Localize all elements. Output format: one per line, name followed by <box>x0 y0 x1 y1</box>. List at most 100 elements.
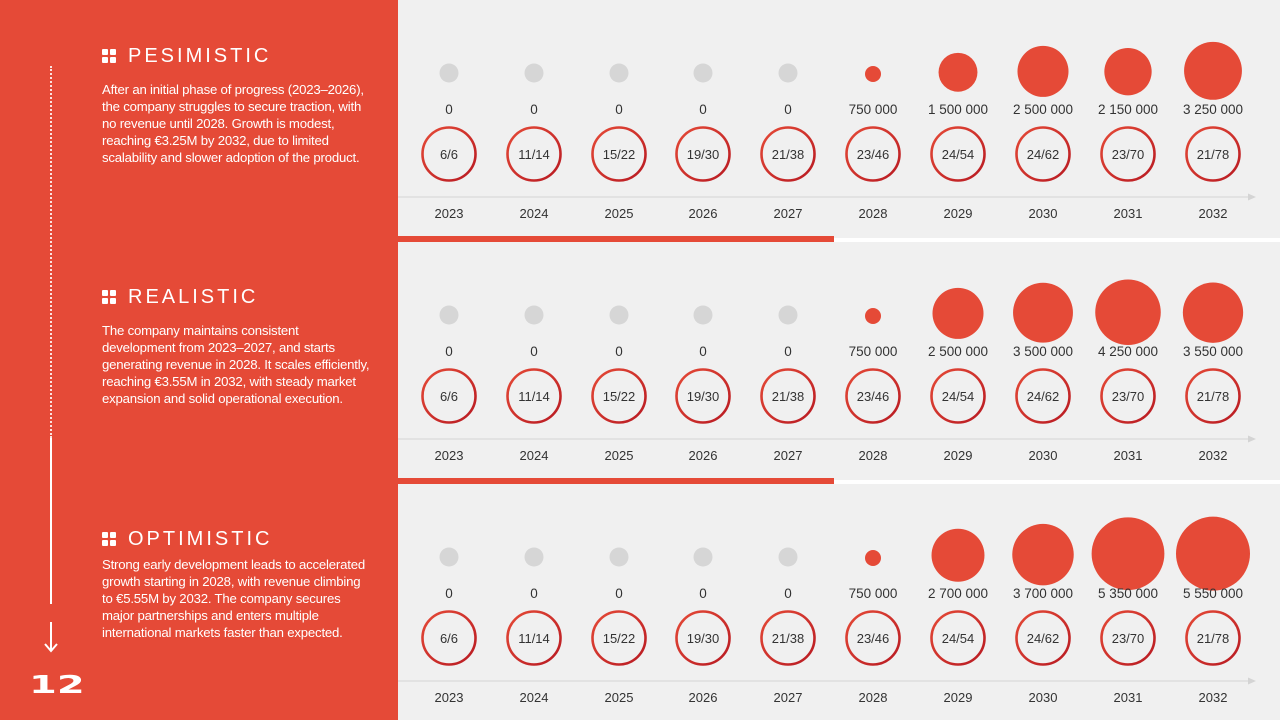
empty-revenue-dot <box>439 305 459 325</box>
ratio-label: 15/22 <box>603 389 636 404</box>
ratio-label: 23/70 <box>1112 147 1145 162</box>
ratio-label: 15/22 <box>603 631 636 646</box>
timeline-solid-line <box>50 438 52 604</box>
grid-icon <box>102 532 116 546</box>
year-tick-label: 2023 <box>435 690 464 705</box>
revenue-value-label: 0 <box>445 102 453 117</box>
ratio-label: 6/6 <box>440 389 458 404</box>
ratio-ring <box>675 368 731 424</box>
revenue-value-label: 0 <box>784 344 792 359</box>
year-tick-label: 2024 <box>520 690 549 705</box>
ratio-label: 21/38 <box>772 631 805 646</box>
revenue-value-label: 0 <box>530 102 538 117</box>
ratio-ring <box>675 610 731 666</box>
ratio-ring <box>930 610 986 666</box>
ratio-label: 6/6 <box>440 147 458 162</box>
revenue-value-label: 5 350 000 <box>1098 586 1158 601</box>
empty-revenue-dot <box>524 63 544 83</box>
grid-icon <box>102 49 116 63</box>
ratio-label: 15/22 <box>603 147 636 162</box>
year-tick-label: 2032 <box>1199 206 1228 221</box>
year-tick-label: 2031 <box>1114 448 1143 463</box>
year-tick-label: 2029 <box>944 448 973 463</box>
grid-icon <box>102 290 116 304</box>
revenue-value-label: 4 250 000 <box>1098 344 1158 359</box>
ratio-ring <box>1100 126 1156 182</box>
scenario-heading-realistic: REALISTIC <box>102 287 258 307</box>
revenue-bubble <box>1012 523 1074 586</box>
ratio-ring <box>591 610 647 666</box>
empty-revenue-dot <box>693 63 713 83</box>
empty-revenue-dot <box>778 63 798 83</box>
year-tick-label: 2030 <box>1029 448 1058 463</box>
year-tick-label: 2026 <box>689 690 718 705</box>
empty-revenue-dot <box>524 305 544 325</box>
revenue-value-label: 750 000 <box>849 344 898 359</box>
revenue-value-label: 0 <box>615 102 623 117</box>
ratio-label: 24/54 <box>942 631 975 646</box>
ratio-label: 23/46 <box>857 389 890 404</box>
ratio-label: 23/46 <box>857 147 890 162</box>
revenue-value-label: 0 <box>615 344 623 359</box>
ratio-ring <box>845 126 901 182</box>
ratio-ring <box>1185 126 1241 182</box>
ratio-ring <box>506 368 562 424</box>
year-tick-label: 2028 <box>859 448 888 463</box>
year-tick-label: 2028 <box>859 690 888 705</box>
ratio-label: 24/62 <box>1027 631 1060 646</box>
revenue-value-label: 2 700 000 <box>928 586 988 601</box>
revenue-value-label: 5 550 000 <box>1183 586 1243 601</box>
revenue-value-label: 3 550 000 <box>1183 344 1243 359</box>
ratio-ring <box>421 610 477 666</box>
revenue-value-label: 0 <box>445 344 453 359</box>
year-tick-label: 2032 <box>1199 448 1228 463</box>
revenue-value-label: 2 500 000 <box>1013 102 1073 117</box>
ratio-label: 23/46 <box>857 631 890 646</box>
ratio-ring <box>1015 610 1071 666</box>
ratio-label: 19/30 <box>687 389 720 404</box>
scenario-sidebar: 12 PESIMISTIC After an initial phase of … <box>0 0 398 720</box>
axis-arrow-icon <box>1248 435 1256 443</box>
year-tick-label: 2027 <box>774 206 803 221</box>
empty-revenue-dot <box>439 547 459 567</box>
empty-revenue-dot <box>609 305 629 325</box>
chart-panel-optimistic: 0 6/6 2023 0 11/14 2024 0 15/22 2025 0 19/30 2026 0 2… <box>398 484 1280 720</box>
ratio-label: 19/30 <box>687 631 720 646</box>
revenue-value-label: 1 500 000 <box>928 102 988 117</box>
ratio-ring <box>845 610 901 666</box>
progress-separator <box>398 478 834 484</box>
empty-revenue-dot <box>609 547 629 567</box>
revenue-value-label: 0 <box>784 102 792 117</box>
ratio-ring <box>506 126 562 182</box>
ratio-label: 24/54 <box>942 147 975 162</box>
ratio-label: 24/62 <box>1027 389 1060 404</box>
revenue-value-label: 3 700 000 <box>1013 586 1073 601</box>
empty-revenue-dot <box>609 63 629 83</box>
year-tick-label: 2032 <box>1199 690 1228 705</box>
scenario-heading-optimistic: OPTIMISTIC <box>102 529 272 549</box>
ratio-label: 6/6 <box>440 631 458 646</box>
ratio-ring <box>1185 610 1241 666</box>
ratio-ring <box>591 126 647 182</box>
year-tick-label: 2024 <box>520 448 549 463</box>
axis-arrow-icon <box>1248 193 1256 201</box>
chart-panel-pesimistic: 0 6/6 2023 0 11/14 2024 0 15/22 2025 0 19/30 2026 0 2… <box>398 0 1280 238</box>
bubble-chart-optimistic: 0 6/6 2023 0 11/14 2024 0 15/22 2025 0 19/30 2026 0 2… <box>398 516 1256 705</box>
revenue-value-label: 0 <box>445 586 453 601</box>
ratio-label: 11/14 <box>518 147 550 162</box>
empty-revenue-dot <box>524 547 544 567</box>
empty-revenue-dot <box>693 305 713 325</box>
year-tick-label: 2027 <box>774 448 803 463</box>
ratio-ring <box>1100 368 1156 424</box>
arrow-down-icon <box>44 622 58 653</box>
timeline-dotted-line <box>50 66 52 438</box>
revenue-bubble <box>1182 282 1244 343</box>
revenue-value-label: 3 500 000 <box>1013 344 1073 359</box>
year-tick-label: 2024 <box>520 206 549 221</box>
revenue-bubble <box>865 66 881 82</box>
year-tick-label: 2030 <box>1029 690 1058 705</box>
revenue-bubble <box>938 52 978 92</box>
revenue-value-label: 0 <box>530 586 538 601</box>
ratio-ring <box>760 126 816 182</box>
revenue-value-label: 0 <box>615 586 623 601</box>
